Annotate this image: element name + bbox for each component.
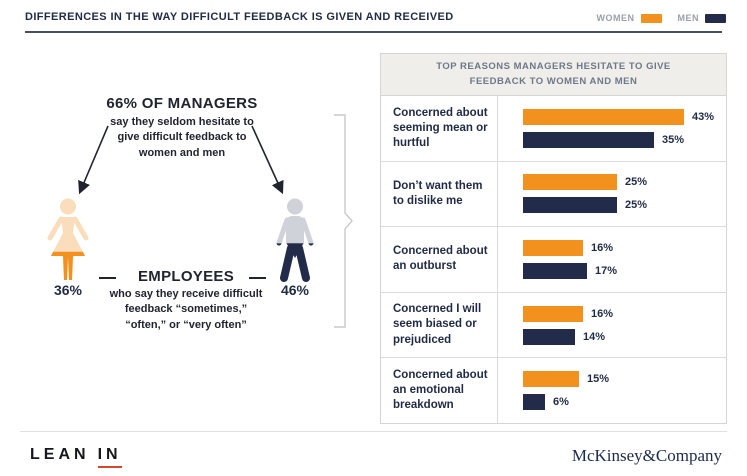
reason-row: Concerned about an outburst 16% 17% (381, 227, 726, 293)
reason-label: Concerned about an outburst (381, 227, 498, 292)
reason-bars: 16% 17% (498, 227, 726, 292)
bar-value: 16% (591, 307, 614, 320)
pointer-arrows (78, 125, 284, 195)
men-bar-line: 17% (523, 262, 726, 279)
legend-swatch-men (705, 13, 726, 23)
bar-value: 17% (595, 264, 618, 277)
managers-stat: 66% OF MANAGERS say they seldom hesitate… (58, 95, 306, 161)
reason-label: Concerned about seeming mean or hurtful (381, 96, 498, 161)
chart-title-line: TOP REASONS MANAGERS HESITATE TO GIVE (436, 60, 671, 72)
men-bar (523, 131, 654, 148)
women-bar (523, 305, 583, 322)
page-title: DIFFERENCES IN THE WAY DIFFICULT FEEDBAC… (25, 11, 454, 23)
men-employees-value: 46% (280, 282, 310, 298)
men-bar-line: 25% (523, 197, 726, 214)
lean-in-logo: LEAN IN (30, 446, 122, 468)
women-bar-line: 43% (523, 108, 726, 125)
reason-row: Concerned about an emotional breakdown 15… (381, 358, 726, 423)
managers-subtext: say they seldom hesitate to give difficu… (58, 115, 306, 161)
chart-title: TOP REASONS MANAGERS HESITATE TO GIVE FE… (381, 54, 726, 96)
women-bar (523, 371, 579, 388)
legend-label-women: WOMEN (596, 13, 635, 23)
women-employees-value: 36% (53, 282, 83, 298)
bar-value: 43% (692, 110, 715, 123)
women-bar-line: 15% (523, 371, 726, 388)
employees-subtext-line: “often,” or “very often” (125, 318, 247, 331)
mckinsey-logo: McKinsey&Company (571, 446, 722, 465)
bar-value: 15% (587, 373, 610, 386)
men-bar-line: 14% (523, 328, 726, 345)
lean-in-logo-lean: LEAN (30, 446, 90, 463)
title-divider (25, 31, 722, 33)
reason-label: Don’t want them to dislike me (381, 161, 498, 227)
employees-stat: EMPLOYEES who say they receive difficult… (104, 268, 268, 333)
employees-subtext-line: who say they receive difficult (109, 288, 263, 300)
men-bar (523, 328, 575, 345)
reason-bars: 15% 6% (498, 358, 726, 423)
woman-pictogram-icon (47, 198, 89, 280)
bar-value: 14% (583, 330, 606, 343)
bar-value: 35% (662, 133, 685, 146)
managers-subtext-line: say they seldom hesitate to (110, 116, 254, 128)
managers-subtext-line: women and men (138, 146, 226, 159)
men-bar (523, 394, 545, 411)
reasons-rows: Concerned about seeming mean or hurtful 4… (381, 96, 726, 423)
men-bar-line: 35% (523, 131, 726, 148)
legend-item-women: WOMEN (597, 13, 662, 23)
reason-row: Concerned about seeming mean or hurtful 4… (381, 96, 726, 162)
reason-label: Concerned about an emotional breakdown (381, 358, 498, 423)
employees-left-dash (99, 277, 116, 279)
women-bar-line: 16% (523, 305, 726, 322)
bar-value: 6% (553, 396, 569, 409)
arrow-to-woman-icon (78, 125, 109, 195)
reason-bars: 16% 14% (498, 293, 726, 358)
women-bar-line: 25% (523, 174, 726, 191)
bar-value: 25% (625, 199, 648, 212)
brace-connector (334, 114, 353, 328)
men-bar (523, 262, 587, 279)
women-bar (523, 174, 617, 191)
bar-value: 16% (591, 241, 614, 254)
employees-right-dash (249, 277, 266, 279)
reasons-chart-panel: TOP REASONS MANAGERS HESITATE TO GIVE FE… (380, 53, 727, 424)
managers-headline: 66% OF MANAGERS (106, 95, 258, 112)
women-bar (523, 108, 684, 125)
legend-item-men: MEN (677, 13, 726, 23)
reason-row: Concerned I will seem biased or prejudic… (381, 292, 726, 359)
reason-label: Concerned I will seem biased or prejudic… (381, 292, 498, 358)
reason-row: Don’t want them to dislike me 25% 25% (381, 161, 726, 228)
reason-bars: 43% 35% (498, 96, 726, 161)
women-bar-line: 16% (523, 239, 726, 256)
employees-subtext: who say they receive difficult feedback … (104, 287, 268, 333)
managers-subtext-line: give difficult feedback to (117, 131, 247, 144)
legend: WOMEN MEN (597, 13, 726, 23)
men-bar-line: 6% (523, 394, 726, 411)
man-pictogram-icon (276, 198, 314, 282)
men-bar (523, 197, 617, 214)
chart-title-line: FEEDBACK TO WOMEN AND MEN (469, 75, 638, 87)
women-bar (523, 239, 583, 256)
legend-label-men: MEN (677, 13, 699, 23)
reason-bars: 25% 25% (498, 162, 726, 227)
bar-value: 25% (625, 176, 648, 189)
footer-divider (20, 431, 727, 432)
employees-subtext-line: feedback “sometimes,” (124, 303, 248, 316)
legend-swatch-women (640, 13, 662, 23)
employees-headline: EMPLOYEES (137, 268, 235, 285)
lean-in-logo-in: IN (97, 446, 122, 468)
arrow-to-man-icon (251, 125, 284, 195)
